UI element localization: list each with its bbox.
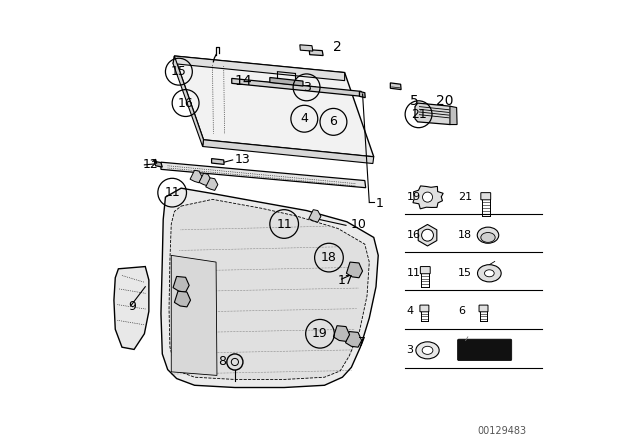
Ellipse shape: [416, 342, 439, 359]
Polygon shape: [161, 188, 378, 388]
Text: 2: 2: [333, 40, 342, 54]
Text: 11: 11: [276, 217, 292, 231]
Text: 9: 9: [129, 300, 136, 314]
Text: 16: 16: [406, 230, 420, 240]
Polygon shape: [169, 199, 369, 379]
Polygon shape: [309, 210, 321, 222]
Text: 6: 6: [458, 306, 465, 316]
FancyBboxPatch shape: [458, 339, 512, 361]
Polygon shape: [173, 56, 204, 146]
Text: 4: 4: [406, 306, 413, 316]
Polygon shape: [450, 106, 457, 125]
Polygon shape: [161, 162, 365, 188]
Ellipse shape: [422, 346, 433, 354]
Polygon shape: [360, 91, 365, 98]
Ellipse shape: [484, 270, 494, 277]
Polygon shape: [173, 56, 345, 81]
Text: 7: 7: [358, 336, 366, 349]
Polygon shape: [346, 332, 362, 347]
Text: 21: 21: [458, 192, 472, 202]
Polygon shape: [175, 291, 191, 307]
Text: 13: 13: [235, 152, 251, 166]
Text: 19: 19: [406, 192, 420, 202]
Polygon shape: [309, 50, 323, 56]
Text: 3: 3: [406, 345, 413, 355]
Text: 14: 14: [235, 73, 253, 88]
Text: 8: 8: [218, 355, 226, 369]
Polygon shape: [212, 159, 224, 164]
Ellipse shape: [477, 265, 501, 282]
Text: 10: 10: [351, 218, 366, 232]
Ellipse shape: [481, 233, 495, 242]
Polygon shape: [259, 82, 316, 91]
Text: 00129483: 00129483: [477, 426, 526, 436]
FancyBboxPatch shape: [479, 305, 488, 312]
Text: 21: 21: [411, 108, 426, 121]
Polygon shape: [270, 78, 303, 86]
Circle shape: [422, 229, 433, 241]
Polygon shape: [413, 186, 443, 209]
Text: 17: 17: [338, 273, 354, 287]
Text: 3: 3: [303, 81, 310, 94]
Polygon shape: [172, 255, 217, 375]
Circle shape: [422, 192, 433, 202]
Text: 6: 6: [330, 115, 337, 129]
Text: 11: 11: [164, 186, 180, 199]
Text: 11: 11: [406, 268, 420, 278]
Polygon shape: [418, 224, 437, 246]
Text: 4: 4: [300, 112, 308, 125]
Polygon shape: [346, 262, 362, 278]
Polygon shape: [199, 173, 211, 186]
Polygon shape: [300, 45, 313, 51]
Text: 15: 15: [171, 65, 187, 78]
Text: 19: 19: [312, 327, 328, 340]
Text: 18: 18: [458, 230, 472, 240]
Text: 5: 5: [410, 94, 419, 108]
Text: 15: 15: [458, 268, 472, 278]
Text: 1: 1: [376, 197, 384, 211]
Polygon shape: [232, 78, 362, 96]
Ellipse shape: [477, 227, 499, 243]
Polygon shape: [114, 267, 149, 349]
FancyBboxPatch shape: [481, 193, 491, 200]
Polygon shape: [190, 170, 202, 183]
Polygon shape: [390, 83, 401, 90]
Text: 18: 18: [321, 251, 337, 264]
Polygon shape: [174, 56, 374, 157]
Polygon shape: [206, 178, 218, 190]
Text: 16: 16: [178, 96, 193, 110]
Text: 12: 12: [143, 158, 159, 172]
Polygon shape: [173, 276, 189, 292]
Polygon shape: [333, 326, 349, 341]
FancyBboxPatch shape: [420, 267, 430, 274]
Polygon shape: [154, 161, 163, 167]
FancyBboxPatch shape: [420, 305, 429, 312]
Polygon shape: [203, 140, 374, 164]
Text: 20: 20: [436, 94, 454, 108]
Polygon shape: [415, 103, 454, 125]
